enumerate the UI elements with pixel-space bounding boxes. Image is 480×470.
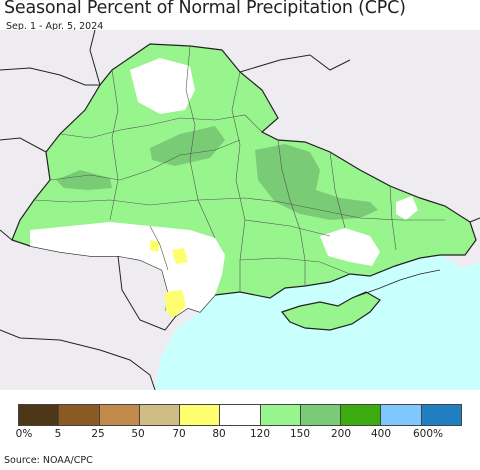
legend-swatch-5 (220, 405, 261, 425)
legend-label: 150 (289, 428, 311, 440)
legend-swatch-2 (99, 405, 140, 425)
legend-label: 600% (412, 428, 444, 440)
dry-patch-1 (150, 240, 160, 252)
legend-swatch-7 (300, 405, 342, 425)
very-wet-patch-west (56, 170, 112, 190)
legend-labels: 0% 5 25 50 70 80 120 150 200 400 600% (0, 428, 480, 442)
legend-swatch-3 (139, 405, 181, 425)
legend-swatch-9 (381, 405, 422, 425)
dry-patch-3 (165, 290, 186, 318)
crimea (280, 291, 381, 331)
legend-label: 200 (330, 428, 352, 440)
oblast-boundaries (33, 45, 445, 292)
azov-coast (351, 269, 441, 299)
very-wet-patch-center (150, 126, 225, 166)
map-subtitle: Sep. 1 - Apr. 5, 2024 (6, 21, 104, 32)
legend-swatch-6 (260, 405, 301, 425)
legend-bar (18, 404, 462, 426)
legend-swatch-0 (19, 405, 60, 425)
legend-label: 400 (370, 428, 392, 440)
legend-label: 70 (172, 428, 186, 440)
legend-label: 50 (131, 428, 145, 440)
map-title: Seasonal Percent of Normal Precipitation… (4, 0, 406, 18)
legend-swatch-8 (341, 405, 382, 425)
white-patch-north (130, 58, 195, 114)
legend-swatch-1 (59, 405, 100, 425)
precipitation-map (0, 30, 480, 390)
legend-label: 120 (249, 428, 271, 440)
legend-label: 25 (91, 428, 105, 440)
legend-label: 5 (54, 428, 62, 440)
white-patch-far-east (396, 196, 418, 220)
legend-label: 80 (212, 428, 226, 440)
very-wet-patch-east (255, 144, 378, 220)
source-credit: Source: NOAA/CPC (4, 455, 93, 466)
dry-patch-2 (172, 248, 188, 264)
legend-label: 0% (15, 428, 33, 440)
legend-swatch-4 (180, 405, 221, 425)
neighbor-borders (0, 30, 480, 390)
white-patch-east (320, 228, 380, 266)
legend-swatch-10 (421, 405, 461, 425)
